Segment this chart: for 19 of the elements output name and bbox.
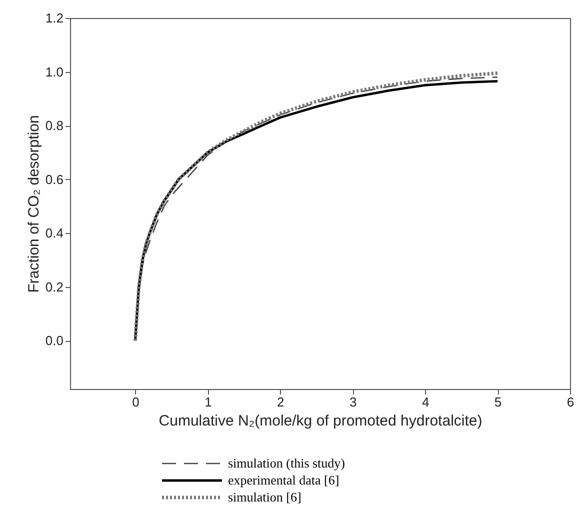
x-tick-label: 0 <box>132 394 140 410</box>
y-tick-label: 0.8 <box>45 118 64 134</box>
y-axis-title: Fraction of CO₂ desorption <box>25 115 42 293</box>
x-tick-label: 4 <box>422 394 430 410</box>
x-tick-label: 2 <box>277 394 284 410</box>
y-tick-label: 1.0 <box>45 64 64 80</box>
x-tick-label: 5 <box>494 394 502 410</box>
legend-label: simulation [6] <box>228 490 302 504</box>
y-tick-label: 1.2 <box>45 10 64 26</box>
legend-label: experimental data [6] <box>228 472 340 488</box>
y-tick-label: 0.0 <box>45 333 64 348</box>
y-tick-label: 0.2 <box>45 279 64 294</box>
y-tick-label: 0.4 <box>45 226 64 241</box>
x-tick-label: 1 <box>204 394 212 410</box>
x-tick-label: 3 <box>349 394 357 410</box>
legend-label: simulation (this study) <box>228 456 345 470</box>
x-tick-label: 6 <box>566 394 574 410</box>
x-axis-title: Cumulative N₂(mole/kg of promoted hydrotalcite) <box>158 412 482 430</box>
y-tick-label: 0.6 <box>45 172 64 187</box>
